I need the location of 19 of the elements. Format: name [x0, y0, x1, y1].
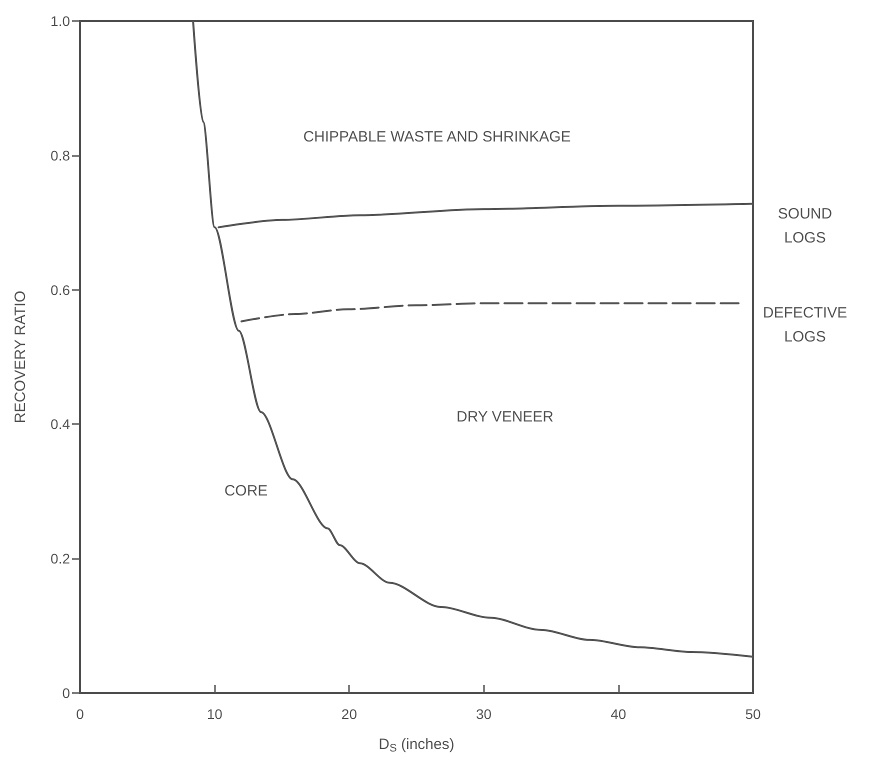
y-tick-label: 0.2 — [50, 550, 70, 567]
annotation: CHIPPABLE WASTE AND SHRINKAGE — [303, 128, 571, 146]
annotation: DRY VENEER — [456, 408, 554, 426]
y-tick-label: 0 — [62, 685, 70, 701]
x-tick-label: 10 — [206, 706, 223, 722]
y-tick-label: 0.8 — [50, 147, 70, 164]
y-tick-label: 0.4 — [50, 416, 70, 432]
annotation: CORE — [224, 482, 268, 500]
x-tick-label: 30 — [476, 706, 492, 722]
x-tick-label: 20 — [341, 706, 358, 722]
x-tick-label: 0 — [76, 706, 84, 722]
series-label: DEFECTIVE LOGS — [762, 304, 848, 346]
series-label: SOUND LOGS — [778, 205, 832, 246]
y-tick-label: 1.0 — [50, 13, 70, 29]
x-tick-label: 50 — [745, 706, 761, 722]
line-series — [240, 302, 741, 322]
y-tick-label: 0.6 — [50, 282, 70, 298]
y-axis-title: RECOVERY RATIO — [12, 290, 29, 424]
x-tick-label: 40 — [610, 706, 626, 722]
